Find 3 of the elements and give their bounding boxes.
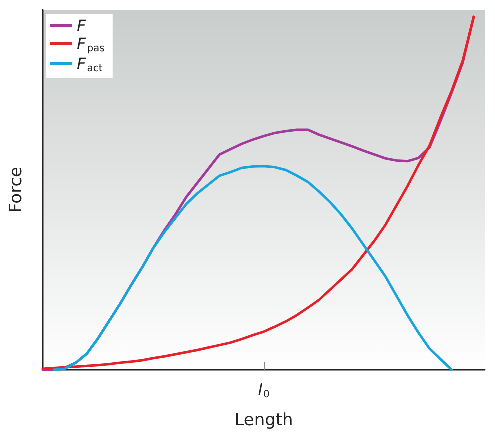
x-axis-title: Length [234,410,294,430]
legend-label: F [77,16,87,36]
y-axis-title: Force [6,167,26,213]
